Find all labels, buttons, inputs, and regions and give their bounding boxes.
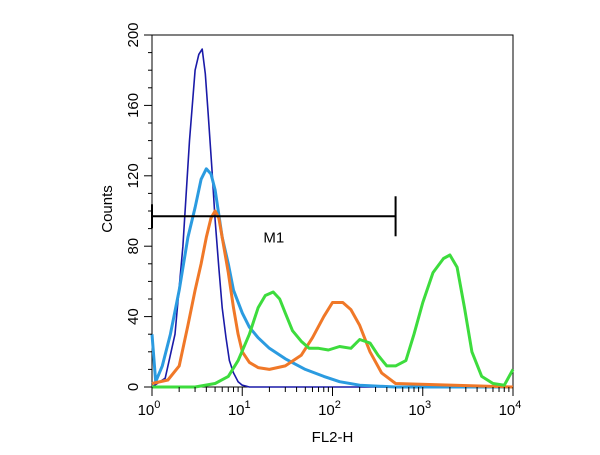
series-line-1 [151, 48, 513, 388]
y-tick-label: 120 [125, 163, 142, 188]
x-tick-label: 101 [228, 399, 251, 419]
x-tick-label: 100 [138, 399, 161, 419]
y-tick-label: 40 [125, 308, 142, 325]
y-tick-label: 160 [125, 93, 142, 118]
x-tick-label: 103 [408, 399, 431, 419]
x-tick-label: 102 [318, 399, 341, 419]
series-line-3 [151, 209, 514, 389]
gate-marker-label: M1 [263, 229, 284, 246]
axes-layer: 100 101 102 103 104 0 40 80 120 160 200 [125, 22, 521, 419]
gate-marker: M1 [151, 196, 397, 246]
x-tick-label: 104 [499, 399, 522, 419]
y-tick-label: 0 [125, 383, 142, 391]
x-axis-title: FL2-H [312, 429, 354, 446]
y-axis-title: Counts [99, 185, 116, 233]
y-tick-label: 80 [125, 238, 142, 255]
series-line-4 [152, 253, 515, 389]
y-tick-label: 200 [125, 22, 142, 47]
series-layer [150, 48, 515, 389]
